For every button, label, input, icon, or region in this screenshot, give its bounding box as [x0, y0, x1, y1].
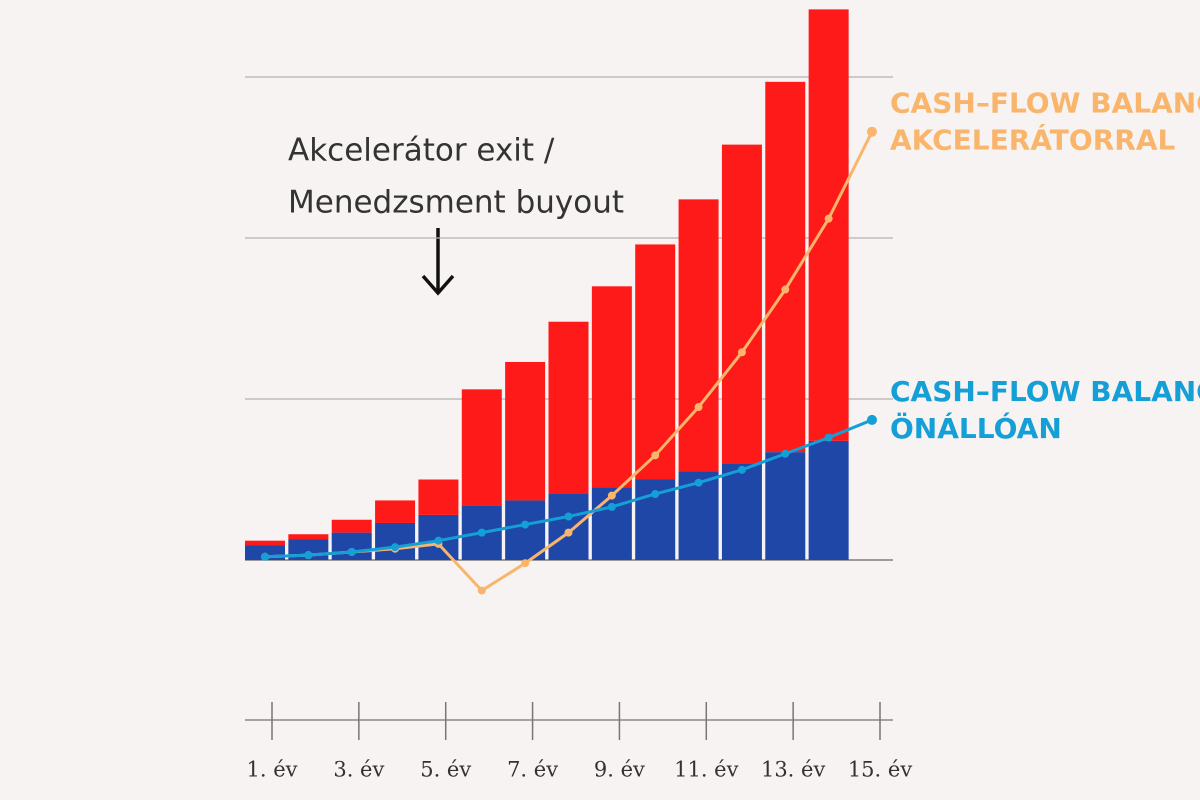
point: [477, 528, 486, 537]
x-tick-label: 1. év: [246, 758, 297, 782]
bar: [678, 199, 719, 472]
point: [737, 348, 746, 357]
bar: [548, 493, 589, 560]
point: [477, 586, 486, 595]
series-label: ÖNÁLLÓAN: [890, 411, 1062, 445]
point: [824, 214, 833, 223]
bar: [721, 144, 762, 464]
bar: [331, 519, 372, 533]
bar: [808, 9, 849, 441]
x-tick-label: 3. év: [333, 758, 384, 782]
bar: [591, 487, 632, 560]
point: [521, 520, 530, 529]
bar: [505, 361, 546, 501]
point: [824, 433, 833, 442]
bar: [418, 479, 459, 515]
x-tick-label: 13. év: [761, 758, 826, 782]
x-tick-label: 9. év: [594, 758, 645, 782]
point: [304, 551, 313, 560]
bar: [548, 321, 589, 494]
point: [694, 403, 703, 412]
point: [564, 528, 573, 537]
bar: [721, 463, 762, 560]
point: [564, 512, 573, 521]
bar: [765, 452, 806, 560]
point: [607, 502, 616, 511]
point: [261, 552, 269, 561]
bar: [591, 286, 632, 488]
bar: [635, 244, 676, 480]
arrow: [421, 228, 455, 296]
x-tick-label: 15. év: [848, 758, 913, 782]
point: [651, 451, 660, 460]
bar: [245, 540, 285, 546]
x-tick-label: 11. év: [674, 758, 739, 782]
bar: [808, 440, 849, 560]
annotation: Menedzsment buyout: [288, 185, 624, 221]
bar: [288, 534, 329, 540]
bar: [375, 522, 416, 560]
bar: [375, 500, 416, 523]
point: [781, 449, 790, 458]
point: [391, 543, 400, 552]
x-tick-label: 7. év: [507, 758, 558, 782]
point: [781, 285, 790, 294]
point: [434, 536, 443, 545]
point: [651, 489, 660, 498]
point: [867, 414, 877, 425]
point: [607, 491, 616, 500]
point: [867, 126, 877, 137]
x-tick-label: 5. év: [420, 758, 471, 782]
point: [694, 478, 703, 487]
series-label: CASH–FLOW BALANCE: [890, 87, 1200, 120]
point: [737, 465, 746, 474]
point: [521, 559, 530, 568]
bar: [461, 389, 502, 506]
point: [347, 547, 356, 556]
bar: [505, 500, 546, 560]
series-label: AKCELERÁTORRAL: [890, 123, 1176, 157]
series-label: CASH–FLOW BALANCE: [890, 375, 1200, 408]
annotation: Akcelerátor exit /: [288, 133, 555, 169]
